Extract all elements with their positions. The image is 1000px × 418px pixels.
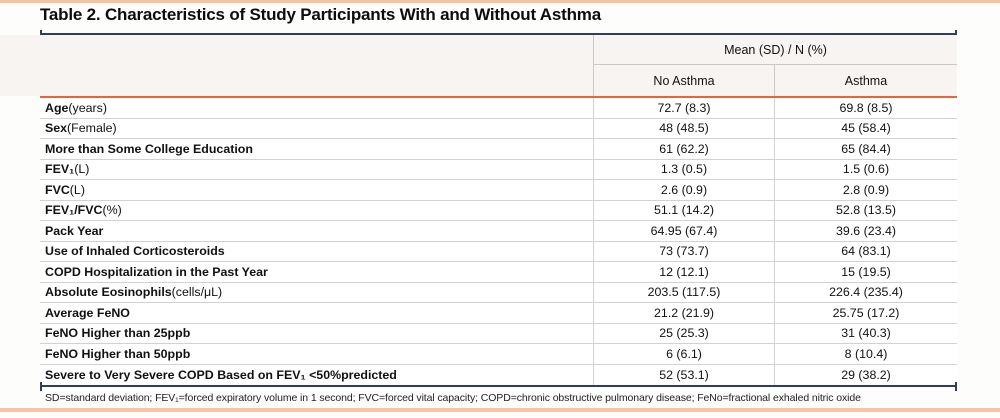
rule-endcap-right [955,29,957,39]
row-label-main: Pack Year [45,223,104,238]
table-bottom-rule [40,381,957,391]
table-body: Age (years) 72.7 (8.3) 69.8 (8.5) Sex (F… [40,98,957,385]
cell-asthma: 39.6 (23.4) [774,221,957,241]
table-row: Severe to Very Severe COPD Based on FEV₁… [40,364,957,386]
row-label-main: Severe to Very Severe COPD Based on FEV₁… [45,367,397,382]
column-header-no-asthma: No Asthma [653,73,715,88]
table-row: FEV₁ (L) 1.3 (0.5) 1.5 (0.6) [40,159,957,180]
row-label-unit: (L) [69,182,85,197]
cell-no-asthma: 12 (12.1) [593,262,774,282]
rule-endcap-right [955,381,957,391]
row-label-main: Absolute Eosinophils [45,285,172,300]
cell-asthma: 31 (40.3) [774,323,957,343]
header-group-label: Mean (SD) / N (%) [594,35,957,65]
row-label-main: Sex [45,121,68,136]
cell-asthma: 2.8 (0.9) [774,180,957,200]
row-label-main: FeNO Higher than 50ppb [45,346,191,361]
row-label: FEV₁/FVC (%) [40,201,593,221]
row-label-unit: (cells/μL) [171,285,223,300]
row-label-main: Age [45,100,69,115]
top-accent-bar [0,0,1000,3]
cell-no-asthma: 64.95 (67.4) [593,221,774,241]
table-row: Use of Inhaled Corticosteroids 73 (73.7)… [40,241,957,262]
cell-asthma: 29 (38.2) [774,364,957,385]
cell-asthma: 25.75 (17.2) [774,303,957,323]
cell-asthma: 8 (10.4) [774,344,957,364]
table-header: Mean (SD) / N (%) No Asthma Asthma [0,35,957,96]
row-label: COPD Hospitalization in the Past Year [40,262,593,282]
cell-no-asthma: 51.1 (14.2) [593,200,774,220]
cell-asthma: 65 (84.4) [774,139,957,159]
row-label-main: FeNO Higher than 25ppb [45,326,191,341]
row-label: FVC (L) [40,180,593,200]
table-top-rule [40,29,957,39]
column-header-asthma: Asthma [774,65,957,96]
cell-asthma: 15 (19.5) [774,262,957,282]
cell-asthma: 69.8 (8.5) [774,98,957,118]
cell-no-asthma: 21.2 (21.9) [593,303,774,323]
row-label-unit: (Female) [67,121,117,136]
row-label: Sex (Female) [40,119,593,139]
cell-no-asthma: 203.5 (117.5) [593,282,774,302]
bottom-accent-bar [0,408,1000,412]
table-title: Table 2. Characteristics of Study Partic… [40,5,601,24]
row-label: FEV₁ (L) [40,160,593,180]
cell-asthma: 52.8 (13.5) [774,200,957,220]
table-row: More than Some College Education 61 (62.… [40,139,957,160]
row-label-unit: (L) [74,162,90,177]
table-row: FVC (L) 2.6 (0.9) 2.8 (0.9) [40,180,957,201]
row-label-main: More than Some College Education [45,141,253,156]
cell-no-asthma: 73 (73.7) [593,241,774,261]
row-label: Severe to Very Severe COPD Based on FEV₁… [40,365,593,386]
cell-no-asthma: 2.6 (0.9) [593,180,774,200]
header-orange-rule [40,96,957,98]
row-label-unit: (%) [102,203,122,218]
header-data-group: Mean (SD) / N (%) No Asthma Asthma [593,35,957,96]
table-row: FEV₁/FVC (%) 51.1 (14.2) 52.8 (13.5) [40,200,957,221]
row-label: Average FeNO [40,303,593,323]
row-label: Use of Inhaled Corticosteroids [40,242,593,262]
row-label: FeNO Higher than 50ppb [40,344,593,364]
row-label: FeNO Higher than 25ppb [40,324,593,344]
cell-no-asthma: 1.3 (0.5) [593,159,774,179]
row-label: Age (years) [40,98,593,118]
row-label-main: COPD Hospitalization in the Past Year [45,264,268,279]
cell-no-asthma: 72.7 (8.3) [593,98,774,118]
table-row: Average FeNO 21.2 (21.9) 25.75 (17.2) [40,303,957,324]
table-row: FeNO Higher than 50ppb 6 (6.1) 8 (10.4) [40,344,957,365]
table-row: FeNO Higher than 25ppb 25 (25.3) 31 (40.… [40,323,957,344]
rule-endcap-left [40,381,42,391]
table-row: COPD Hospitalization in the Past Year 12… [40,262,957,283]
cell-asthma: 45 (58.4) [774,118,957,138]
header-label-spacer [0,35,593,96]
table-footnote: SD=standard deviation; FEV₁=forced expir… [45,392,861,404]
table-row: Pack Year 64.95 (67.4) 39.6 (23.4) [40,221,957,242]
row-label: Pack Year [40,221,593,241]
cell-no-asthma: 61 (62.2) [593,139,774,159]
row-label: Absolute Eosinophils (cells/μL) [40,283,593,303]
row-label-main: Average FeNO [45,305,130,320]
table-row: Age (years) 72.7 (8.3) 69.8 (8.5) [40,98,957,119]
cell-no-asthma: 52 (53.1) [593,364,774,385]
cell-asthma: 1.5 (0.6) [774,159,957,179]
cell-asthma: 226.4 (235.4) [774,282,957,302]
cell-no-asthma: 48 (48.5) [593,118,774,138]
row-label-main: FVC [45,182,70,197]
table-row: Absolute Eosinophils (cells/μL) 203.5 (1… [40,282,957,303]
rule-endcap-left [40,29,42,39]
row-label-unit: (years) [68,100,107,115]
row-label: More than Some College Education [40,139,593,159]
cell-no-asthma: 6 (6.1) [593,344,774,364]
header-columns: No Asthma Asthma [594,65,957,96]
row-label-main: FEV₁ [45,162,75,177]
cell-asthma: 64 (83.1) [774,241,957,261]
row-label-main: Use of Inhaled Corticosteroids [45,244,225,259]
table-row: Sex (Female) 48 (48.5) 45 (58.4) [40,118,957,139]
row-label-main: FEV₁/FVC [45,203,103,218]
cell-no-asthma: 25 (25.3) [593,323,774,343]
